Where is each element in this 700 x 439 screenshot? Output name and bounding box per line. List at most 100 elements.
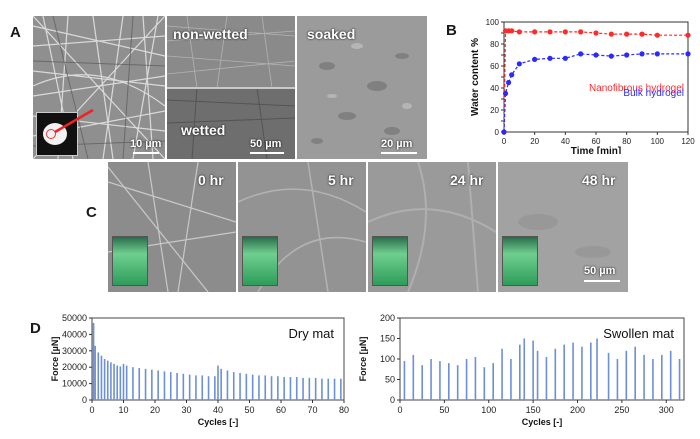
label-time-24hr: 24 hr [450,172,484,188]
x-tick-label: 50 [439,405,449,415]
data-point [593,52,599,58]
data-point [654,51,660,57]
data-point [639,51,645,57]
scalebar-line-a3 [381,152,417,154]
x-tick-label: 250 [614,405,629,415]
panel-letter-c: C [86,204,97,221]
data-point [547,29,553,35]
y-tick-label: 50 [385,375,395,385]
series-line-1 [503,53,688,133]
inset-arrow [54,108,94,134]
chart-swollen-mat-force: 0 50 100 150 200 0 50 100 150 200 250 300 Cycles [-]… [358,313,685,427]
x-tick-label: 70 [307,405,317,415]
y-tick-label: 200 [380,313,395,323]
chart-title: Dry mat [289,326,335,341]
data-point [562,29,568,35]
data-point [516,61,522,67]
y-tick-label: 50000 [62,313,87,323]
vial-24hr [372,236,408,286]
label-time-0hr: 0 hr [198,172,224,188]
x-tick-label: 120 [681,137,695,146]
x-tick-label: 0 [397,405,402,415]
data-point [639,31,645,37]
plot-frame [399,317,685,401]
label-time-5hr: 5 hr [328,172,354,188]
data-point [502,90,509,97]
plot-frame [503,21,689,133]
x-tick-label: 80 [339,405,349,415]
x-tick-label: 0 [89,405,94,415]
data-point [624,52,630,58]
panel-letter-d: D [30,320,41,337]
chart-dry-mat-force: 0 10000 20000 30000 40000 50000 0 10 20 30 40 50 60 7… [50,313,349,427]
wetting-boundary [167,87,295,89]
data-point [593,30,599,36]
y-tick-label: 100 [380,354,395,364]
legend-entry-0: Nanofibrous hydrogel [589,83,684,94]
x-tick-label: 50 [244,405,254,415]
y-tick-label: 30000 [62,346,87,356]
y-tick-label: 150 [380,334,395,344]
chart-title: Swollen mat [603,326,674,341]
scalebar-label-a2: 50 µm [250,138,282,150]
panel-letter-a: A [10,24,21,41]
label-non-wetted: non-wetted [173,26,248,42]
y-axis-label: Water content % [470,38,481,116]
panel-letter-b: B [446,22,457,39]
sem-image-0hr: 0 hr [108,162,236,292]
sem-image-fibers: 10 µm [33,16,165,159]
label-soaked: soaked [307,26,356,42]
x-axis-label: Time [min] [571,146,621,154]
x-tick-label: 20 [150,405,160,415]
y-tick-label: 0 [390,395,395,405]
y-tick-label: 20000 [62,362,87,372]
x-tick-label: 300 [659,405,674,415]
data-point [516,29,522,35]
scalebar-line-a1 [133,152,159,154]
y-tick-label: 0 [495,128,500,137]
label-wetted: wetted [181,122,226,138]
y-axis-label: Force [µN] [50,337,60,382]
data-point [685,51,691,57]
data-point [532,29,538,35]
legend-entry-1: Bulk hydrogel [623,88,684,99]
wetted-region [167,87,295,159]
data-point [624,31,630,37]
x-tick-label: 100 [481,405,496,415]
y-tick-label: 0 [82,395,87,405]
scalebar-label-a1: 10 µm [130,138,162,150]
scalebar-label-a3: 20 µm [381,138,413,150]
x-tick-label: 20 [530,137,539,146]
x-tick-label: 200 [570,405,585,415]
y-axis-label: Force [µN] [358,337,368,382]
x-tick-label: 0 [502,137,507,146]
x-tick-label: 40 [213,405,223,415]
vial-48hr [502,236,538,286]
scalebar-label-c: 50 µm [584,265,616,277]
y-tick-label: 40000 [62,329,87,339]
scalebar-line-a2 [250,152,284,154]
data-point [608,31,614,37]
data-point [532,56,538,63]
x-tick-label: 80 [622,137,631,146]
x-tick-label: 10 [118,405,128,415]
inset-photo [36,112,78,156]
vial-0hr [112,236,148,286]
data-point [509,72,515,78]
x-axis-label: Cycles [-] [198,417,239,427]
data-point [506,79,512,86]
sem-image-24hr: 24 hr [368,162,496,292]
y-tick-label: 100 [486,18,500,27]
x-tick-label: 60 [592,137,601,146]
non-wetted-region [167,16,295,89]
x-axis-label: Cycles [-] [522,417,563,427]
y-tick-label: 40 [490,84,499,93]
data-point [547,55,553,61]
sem-image-wetting: non-wetted wetted 50 µm [167,16,295,159]
series-line-0 [503,30,688,133]
y-tick-label: 60 [490,62,499,71]
sem-image-48hr: 48 hr 50 µm [498,162,628,292]
data-point [501,129,507,135]
data-point [685,32,691,38]
sem-image-5hr: 5 hr [238,162,366,292]
